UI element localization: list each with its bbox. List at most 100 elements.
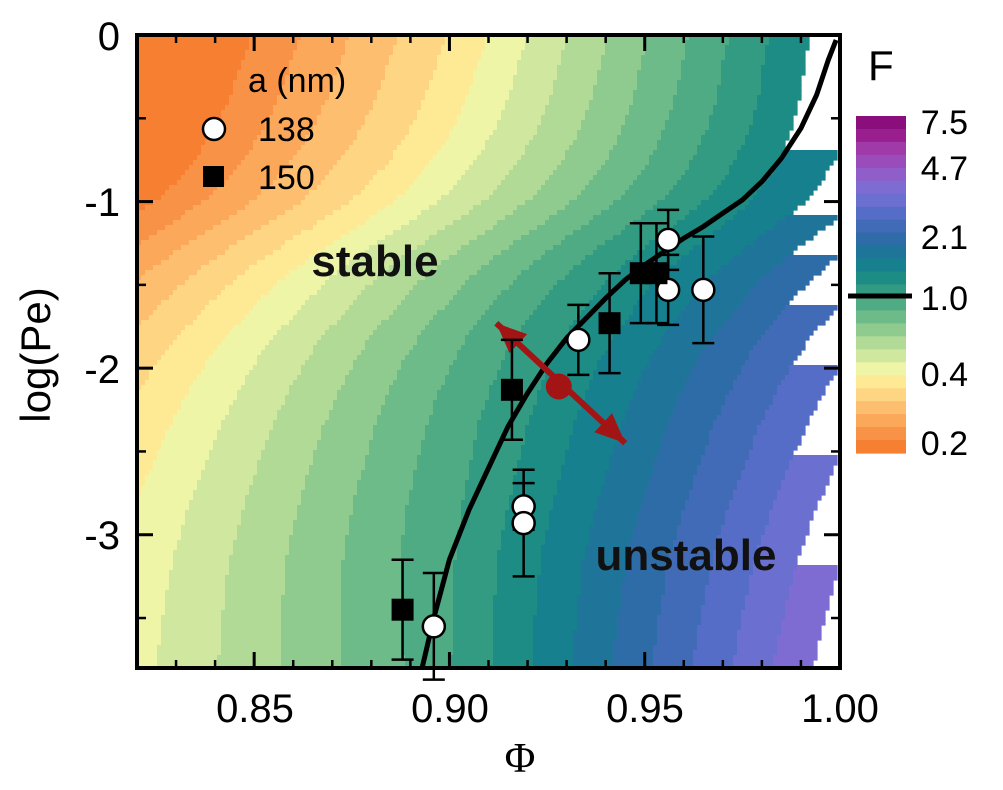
heatmap-cell bbox=[521, 450, 566, 456]
heatmap-cell bbox=[405, 355, 458, 361]
heatmap-cell bbox=[525, 200, 570, 206]
heatmap-cell bbox=[593, 85, 638, 91]
heatmap-cell bbox=[161, 355, 210, 361]
heatmap-cell bbox=[293, 530, 350, 536]
heatmap-cell bbox=[321, 285, 366, 291]
heatmap-cell bbox=[729, 35, 770, 41]
heatmap-cell bbox=[137, 395, 186, 401]
heatmap-cell bbox=[137, 80, 234, 86]
heatmap-cell bbox=[497, 555, 542, 561]
heatmap-cell bbox=[137, 575, 170, 581]
data-point-150 bbox=[500, 378, 523, 401]
heatmap-cell bbox=[729, 505, 774, 511]
heatmap-cell bbox=[561, 465, 610, 471]
heatmap-cell bbox=[637, 175, 682, 181]
heatmap-cell bbox=[465, 280, 514, 286]
heatmap-cell bbox=[441, 50, 482, 56]
heatmap-cell bbox=[725, 50, 766, 56]
heatmap-cell bbox=[773, 395, 822, 401]
heatmap-cell bbox=[453, 615, 494, 621]
heatmap-cell bbox=[413, 485, 466, 491]
heatmap-cell bbox=[493, 640, 534, 646]
heatmap-cell bbox=[621, 590, 666, 596]
heatmap-cell bbox=[385, 75, 434, 81]
heatmap-cell bbox=[709, 430, 758, 436]
heatmap-cell bbox=[709, 435, 754, 441]
heatmap-cell bbox=[225, 600, 282, 606]
heatmap-cell bbox=[289, 540, 346, 546]
heatmap-cell bbox=[469, 470, 518, 476]
colorbar-band bbox=[856, 141, 906, 156]
heatmap-cell bbox=[181, 245, 230, 251]
heatmap-cell bbox=[281, 405, 334, 411]
heatmap-cell bbox=[669, 415, 718, 421]
heatmap-cell bbox=[161, 260, 210, 266]
heatmap-cell bbox=[305, 135, 358, 141]
heatmap-cell bbox=[329, 90, 378, 96]
heatmap-cell bbox=[693, 155, 738, 161]
heatmap-cell bbox=[493, 650, 534, 656]
heatmap-cell bbox=[597, 170, 642, 176]
heatmap-cell bbox=[313, 225, 358, 231]
heatmap-cell bbox=[641, 375, 690, 381]
heatmap-cell bbox=[489, 260, 534, 266]
heatmap-cell bbox=[585, 255, 634, 261]
heatmap-cell bbox=[733, 655, 774, 661]
heatmap-cell bbox=[341, 625, 402, 631]
heatmap-cell bbox=[617, 330, 666, 336]
heatmap-cell bbox=[433, 315, 482, 321]
heatmap-cell bbox=[321, 105, 374, 111]
heatmap-cell bbox=[277, 330, 326, 336]
heatmap-cell bbox=[753, 195, 810, 201]
heatmap-cell bbox=[621, 325, 670, 331]
heatmap-cell bbox=[685, 380, 734, 386]
heatmap-cell bbox=[677, 535, 718, 541]
heatmap-cell bbox=[729, 500, 774, 506]
heatmap-cell bbox=[689, 370, 742, 376]
heatmap-cell bbox=[205, 465, 258, 471]
heatmap-cell bbox=[745, 465, 790, 471]
heatmap-cell bbox=[137, 170, 186, 176]
heatmap-cell bbox=[277, 280, 326, 286]
heatmap-cell bbox=[517, 65, 558, 71]
heatmap-cell bbox=[261, 190, 310, 196]
heatmap-cell bbox=[461, 500, 510, 506]
heatmap-cell bbox=[193, 490, 250, 496]
heatmap-cell bbox=[381, 85, 430, 91]
arrow-head bbox=[496, 323, 528, 354]
heatmap-cell bbox=[165, 610, 222, 616]
heatmap-cell bbox=[573, 420, 622, 426]
heatmap-cell bbox=[137, 520, 186, 526]
heatmap-cell bbox=[357, 480, 414, 486]
heatmap-cell bbox=[277, 215, 326, 221]
heatmap-cell bbox=[137, 570, 170, 576]
heatmap-cell bbox=[185, 395, 238, 401]
heatmap-cell bbox=[525, 425, 574, 431]
heatmap-cell bbox=[409, 250, 458, 256]
heatmap-cell bbox=[393, 200, 438, 206]
heatmap-cell bbox=[721, 530, 766, 536]
heatmap-cell bbox=[265, 345, 314, 351]
heatmap-cell bbox=[617, 620, 658, 626]
heatmap-cell bbox=[525, 35, 566, 41]
heatmap-cell bbox=[461, 245, 510, 251]
heatmap-cell bbox=[545, 530, 590, 536]
heatmap-cell bbox=[665, 125, 710, 131]
heatmap-cell bbox=[589, 530, 634, 536]
heatmap-cell bbox=[149, 375, 198, 381]
heatmap-cell bbox=[685, 500, 730, 506]
colorbar-band bbox=[856, 323, 906, 337]
heatmap-cell bbox=[341, 60, 390, 66]
heatmap-cell bbox=[485, 405, 534, 411]
heatmap-cell bbox=[753, 285, 806, 291]
heatmap-cell bbox=[617, 615, 658, 621]
heatmap-cell bbox=[697, 635, 738, 641]
heatmap-cell bbox=[213, 440, 266, 446]
heatmap-cell bbox=[221, 615, 282, 621]
colorbar-band bbox=[856, 414, 906, 428]
heatmap-cell bbox=[453, 220, 498, 226]
heatmap-cell bbox=[781, 310, 834, 316]
heatmap-cell bbox=[137, 605, 166, 611]
heatmap-cell bbox=[577, 595, 622, 601]
